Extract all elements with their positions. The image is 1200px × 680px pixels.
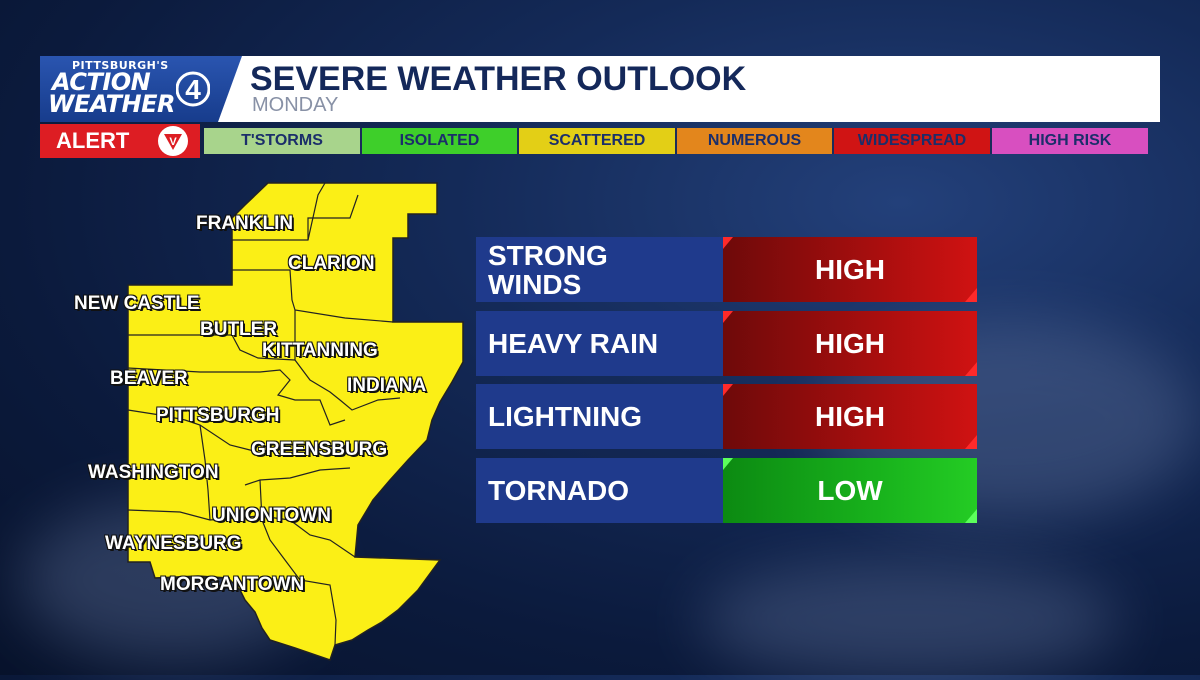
threat-level-badge: HIGH [723, 237, 977, 302]
threat-row-strong-winds: STRONG WINDS HIGH [476, 237, 977, 302]
brand-line-1: PITTSBURGH'S [72, 59, 169, 72]
threat-row-lightning: LIGHTNING HIGH [476, 384, 977, 449]
city-label-morgantown: MORGANTOWN [160, 574, 305, 595]
city-label-clarion: CLARION [288, 253, 375, 274]
threat-level-badge: HIGH [723, 384, 977, 449]
risk-legend: T'STORMS ISOLATED SCATTERED NUMEROUS WID… [204, 128, 1148, 154]
threat-label: STRONG WINDS [476, 237, 723, 302]
corner-accent [965, 509, 977, 523]
city-label-greensburg: GREENSBURG [251, 439, 388, 460]
legend-scattered: SCATTERED [519, 128, 677, 154]
alert-badge-letter: V [169, 136, 177, 148]
legend-numerous: NUMEROUS [677, 128, 834, 154]
alert-shield-icon: V [158, 126, 188, 156]
threat-level-badge: LOW [723, 458, 977, 523]
threat-level-badge: HIGH [723, 311, 977, 376]
legend-tstorms: T'STORMS [204, 128, 362, 154]
brand-logo-panel [40, 56, 245, 122]
city-label-new-castle: NEW CASTLE [74, 293, 200, 314]
threat-label: TORNADO [476, 458, 723, 523]
legend-widespread: WIDESPREAD [834, 128, 992, 154]
page-subtitle: MONDAY [252, 94, 339, 116]
threat-label: HEAVY RAIN [476, 311, 723, 376]
brand-line-2: ACTION [52, 68, 151, 96]
county-borders [127, 182, 401, 646]
region-map-fill [127, 182, 464, 661]
threat-row-tornado: TORNADO LOW [476, 458, 977, 523]
city-label-washington: WASHINGTON [88, 462, 219, 483]
page-title: SEVERE WEATHER OUTLOOK [250, 60, 747, 98]
corner-accent [723, 311, 733, 323]
channel-4-logo-icon: 4 [176, 71, 210, 107]
city-label-uniontown: UNIONTOWN [212, 505, 331, 526]
corner-accent [723, 458, 733, 470]
background-cloud [700, 560, 1120, 680]
corner-accent [723, 237, 733, 249]
corner-accent [723, 384, 733, 396]
legend-high-risk: HIGH RISK [992, 128, 1148, 154]
city-label-waynesburg: WAYNESBURG [105, 533, 242, 554]
city-label-indiana: INDIANA [347, 375, 427, 396]
city-label-butler: BUTLER [200, 319, 278, 340]
alert-label: ALERT [56, 128, 130, 153]
channel-number: 4 [185, 74, 201, 105]
legend-isolated: ISOLATED [362, 128, 519, 154]
city-label-kittanning: KITTANNING [262, 340, 378, 361]
threat-row-heavy-rain: HEAVY RAIN HIGH [476, 311, 977, 376]
corner-accent [965, 435, 977, 449]
city-label-beaver: BEAVER [110, 368, 188, 389]
threat-label: LIGHTNING [476, 384, 723, 449]
city-label-franklin: FRANKLIN [196, 213, 294, 234]
corner-accent [965, 362, 977, 376]
title-bar [218, 56, 1160, 122]
brand-line-3: WEATHER [48, 90, 175, 118]
corner-accent [965, 288, 977, 302]
city-label-pittsburgh: PITTSBURGH [156, 405, 280, 426]
